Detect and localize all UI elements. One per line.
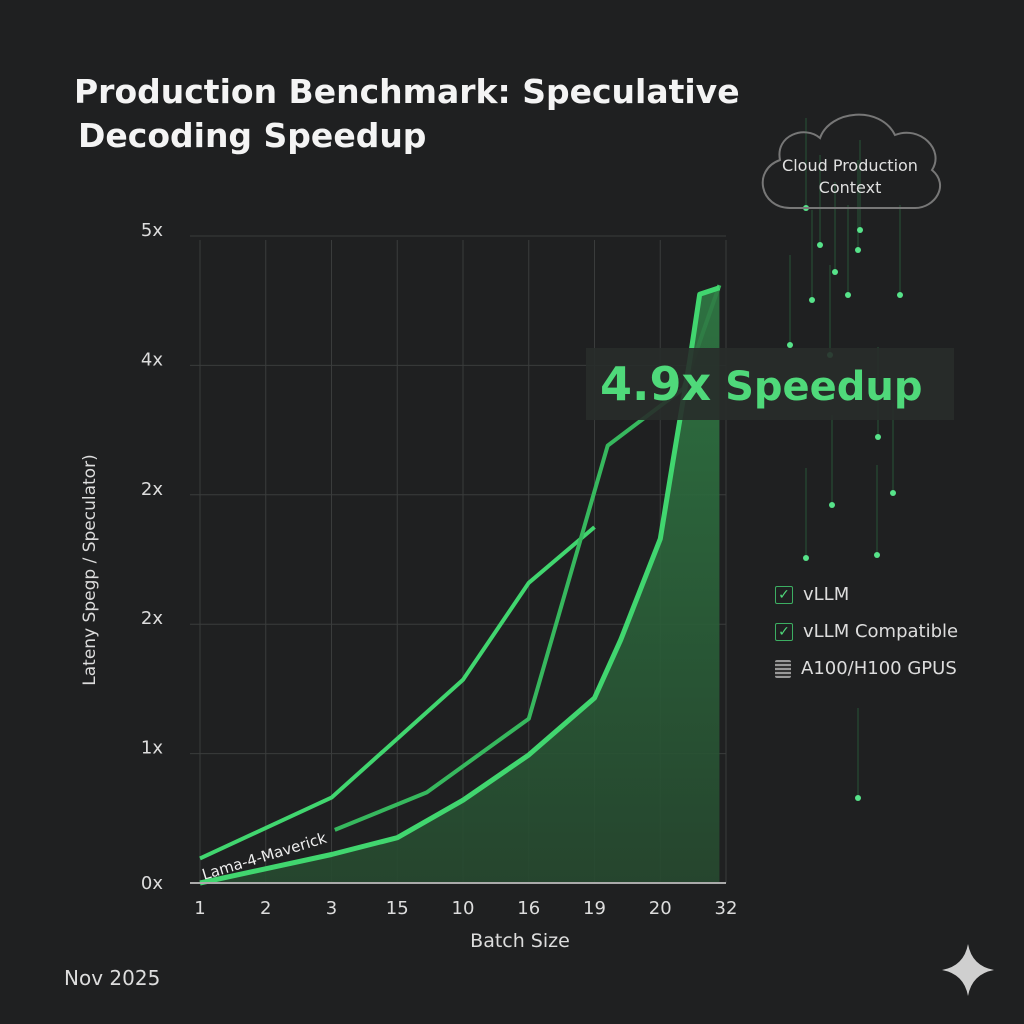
speedup-callout: 4.9x Speedup: [586, 348, 954, 420]
glow-dot: [855, 795, 861, 801]
series-area: [200, 287, 720, 883]
glow-dot: [817, 242, 823, 248]
x-tick-label: 15: [386, 898, 409, 919]
gpu-chip-icon: [775, 659, 791, 678]
x-tick-label: 32: [715, 898, 738, 919]
glow-dot: [897, 292, 903, 298]
glow-dot: [787, 342, 793, 348]
y-tick-label: 1x: [141, 738, 163, 759]
date-label: Nov 2025: [64, 966, 161, 990]
x-tick-label: 19: [583, 898, 606, 919]
legend-item-gpus: A100/H100 GPUS: [775, 650, 958, 687]
y-axis-label: Lateny Spegp / Speculator): [80, 454, 100, 686]
cloud-outline: [761, 113, 942, 209]
x-tick-label: 1: [194, 898, 205, 919]
y-tick-label: 2x: [141, 479, 163, 500]
chart-title: Production Benchmark: Speculative Decodi…: [74, 72, 740, 155]
legend-item-vllm: ✓ vLLM: [775, 576, 958, 613]
x-tick-label: 3: [326, 898, 337, 919]
glow-dot: [829, 502, 835, 508]
glow-dot: [890, 490, 896, 496]
glow-dot: [857, 227, 863, 233]
glow-dot: [874, 552, 880, 558]
glow-dot: [832, 269, 838, 275]
glow-dot: [845, 292, 851, 298]
legend-item-vllm-compatible: ✓ vLLM Compatible: [775, 613, 958, 650]
x-tick-label: 16: [517, 898, 540, 919]
legend: ✓ vLLM ✓ vLLM Compatible A100/H100 GPUS: [775, 576, 958, 687]
y-tick-label: 4x: [141, 349, 163, 370]
falling-dots-decoration: [787, 118, 903, 801]
glow-dot: [855, 247, 861, 253]
series-line: [199, 525, 596, 861]
x-tick-label: 20: [649, 898, 672, 919]
glow-dot: [875, 434, 881, 440]
checkbox-checked-icon: ✓: [775, 585, 793, 604]
glow-dot: [803, 555, 809, 561]
y-tick-label: 0x: [141, 873, 163, 894]
x-axis-label: Batch Size: [470, 930, 570, 952]
sparkle-icon: [942, 944, 994, 996]
checkbox-checked-icon: ✓: [775, 622, 793, 641]
glow-dot: [809, 297, 815, 303]
cloud-label: Cloud Production Context: [782, 156, 918, 197]
x-tick-label: 10: [452, 898, 475, 919]
x-tick-label: 2: [260, 898, 271, 919]
y-tick-label: 5x: [141, 220, 163, 241]
y-tick-label: 2x: [141, 608, 163, 629]
